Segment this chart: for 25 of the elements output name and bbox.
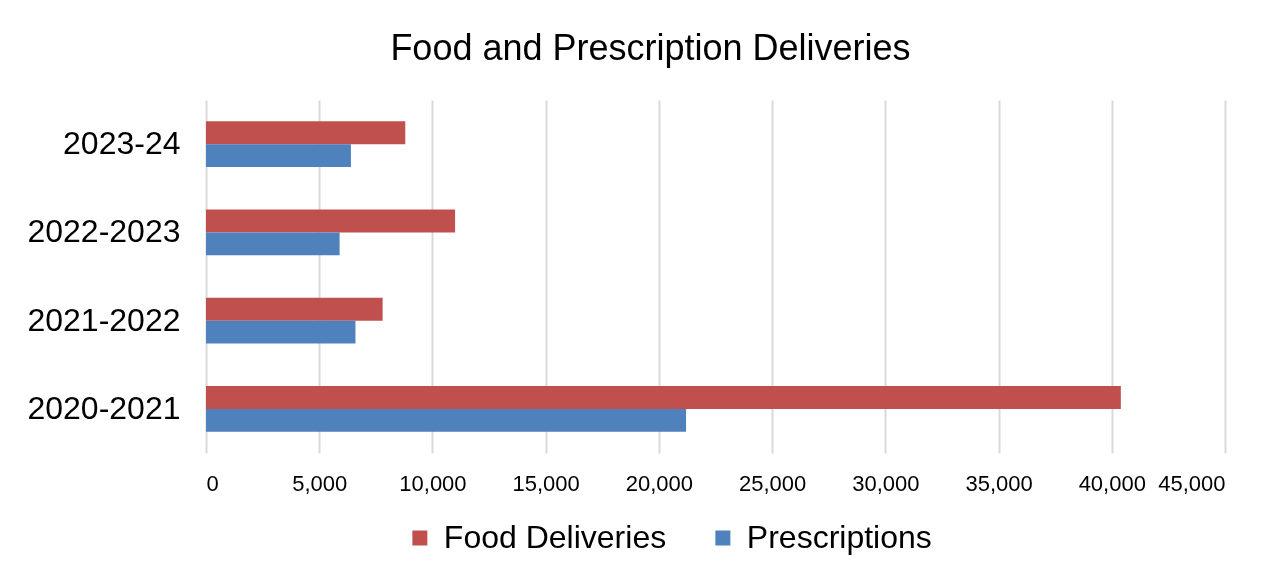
x-tick-label: 20,000 — [625, 470, 694, 496]
legend-label: Food Deliveries — [443, 519, 667, 555]
bar — [206, 144, 351, 168]
legend-label: Prescriptions — [746, 519, 932, 555]
y-tick-label: 2021-2022 — [27, 301, 181, 338]
x-tick-label: 45,000 — [1158, 470, 1226, 496]
chart-title: Food and Prescription Deliveries — [390, 27, 911, 68]
bar — [206, 232, 340, 256]
x-tick-label: 10,000 — [399, 470, 467, 496]
bar — [206, 209, 456, 233]
y-tick-label: 2022-2023 — [27, 213, 181, 250]
bar — [206, 320, 356, 344]
bar — [206, 121, 406, 145]
bar — [206, 385, 1121, 409]
x-tick-label: 5,000 — [292, 470, 348, 496]
bar — [206, 297, 383, 321]
x-tick-label: 35,000 — [965, 470, 1033, 496]
x-tick-label: 40,000 — [1078, 470, 1146, 496]
y-tick-label: 2023-24 — [63, 125, 181, 162]
x-tick-label: 0 — [206, 470, 219, 496]
x-tick-label: 30,000 — [852, 470, 920, 496]
x-tick-label: 25,000 — [738, 470, 807, 496]
bar — [206, 408, 687, 432]
x-tick-label: 15,000 — [512, 470, 580, 496]
y-tick-label: 2020-2021 — [27, 389, 181, 426]
